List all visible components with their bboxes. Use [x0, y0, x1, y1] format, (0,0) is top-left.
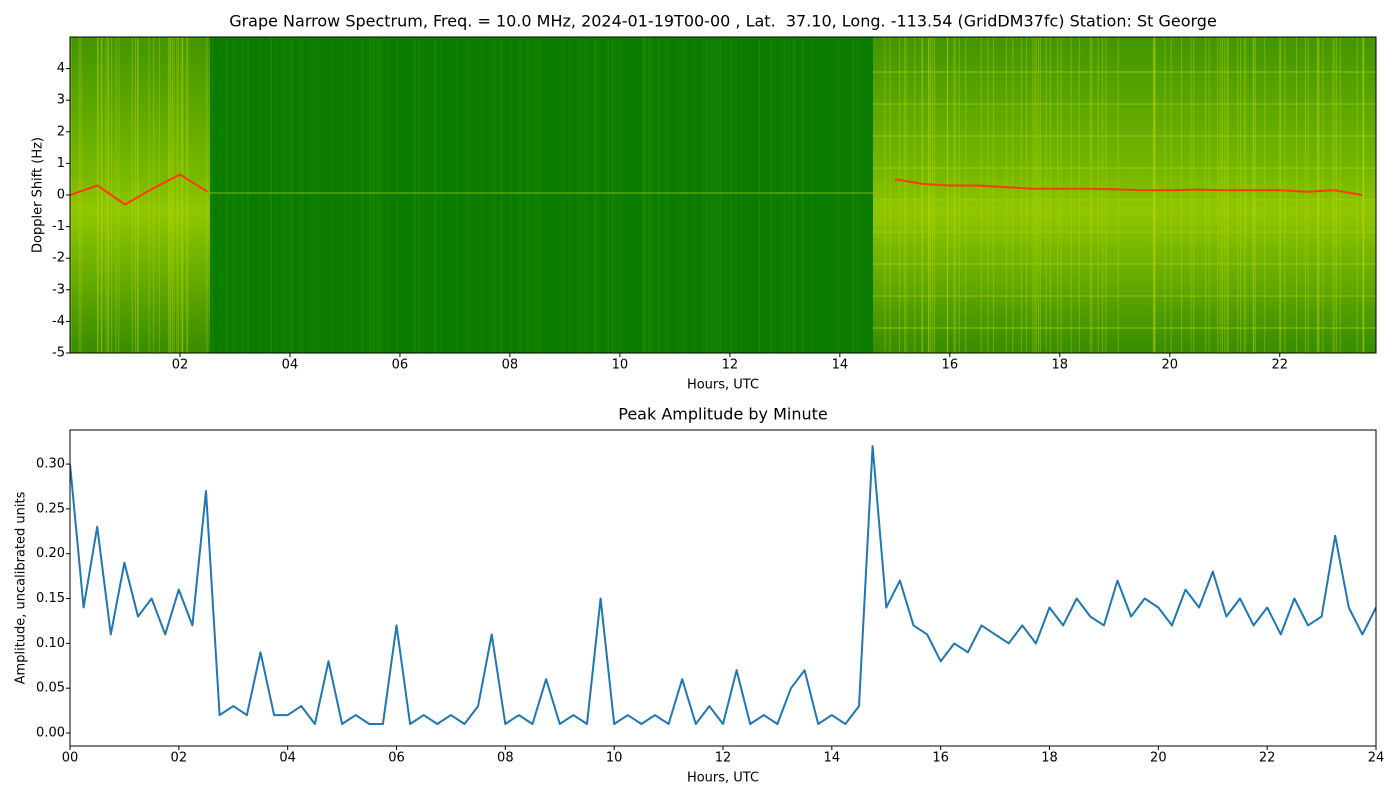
x-tick-label: 06 — [388, 751, 405, 766]
x-tick-label: 02 — [171, 751, 188, 766]
y-tick-label: -4 — [52, 314, 65, 329]
x-tick-label: 04 — [279, 751, 296, 766]
x-tick-label: 18 — [1041, 751, 1058, 766]
x-tick-label: 02 — [172, 358, 189, 373]
y-tick-label: 0.00 — [36, 726, 65, 741]
x-tick-label: 00 — [62, 751, 79, 766]
y-tick-label: 0.30 — [36, 457, 65, 472]
y-tick-label: 0.25 — [36, 501, 65, 516]
x-axis-label: Hours, UTC — [687, 378, 759, 393]
x-tick-label: 16 — [932, 751, 949, 766]
plot-area — [70, 37, 1376, 353]
axes-frame — [69, 429, 1377, 747]
y-axis-label: Amplitude, uncalibrated units — [14, 491, 29, 684]
y-tick-label: 4 — [57, 61, 65, 76]
x-tick-label: 14 — [824, 751, 841, 766]
x-axis-label: Hours, UTC — [687, 771, 759, 786]
y-tick-label: 2 — [57, 124, 65, 139]
y-tick-label: 1 — [57, 156, 65, 171]
data-line — [70, 173, 1363, 206]
chart-title: Peak Amplitude by Minute — [618, 405, 828, 424]
x-tick-label: 12 — [722, 358, 739, 373]
x-tick-label: 22 — [1271, 358, 1288, 373]
y-tick-label: 0.05 — [36, 681, 65, 696]
chart-title: Grape Narrow Spectrum, Freq. = 10.0 MHz,… — [229, 12, 1217, 31]
x-tick-label: 20 — [1150, 751, 1167, 766]
y-axis-label: Doppler Shift (Hz) — [31, 137, 46, 253]
plot-area — [70, 445, 1376, 725]
x-tick-label: 06 — [392, 358, 409, 373]
spectrogram-noise-band — [873, 37, 1376, 353]
x-tick-label: 20 — [1162, 358, 1179, 373]
y-tick-label: -3 — [52, 282, 65, 297]
y-tick-label: -2 — [52, 251, 65, 266]
x-tick-label: 10 — [606, 751, 623, 766]
data-line — [70, 445, 1376, 725]
y-tick-label: 0 — [57, 188, 65, 203]
x-tick-label: 04 — [282, 358, 299, 373]
x-tick-label: 22 — [1259, 751, 1276, 766]
y-tick-label: 0.10 — [36, 636, 65, 651]
x-tick-label: 08 — [497, 751, 514, 766]
y-tick-label: -5 — [52, 346, 65, 361]
y-tick-label: -1 — [52, 219, 65, 234]
x-tick-label: 24 — [1368, 751, 1385, 766]
x-tick-label: 10 — [612, 358, 629, 373]
x-tick-label: 14 — [832, 358, 849, 373]
x-tick-label: 12 — [715, 751, 732, 766]
x-tick-label: 18 — [1052, 358, 1069, 373]
y-tick-label: 0.20 — [36, 546, 65, 561]
y-tick-label: 3 — [57, 93, 65, 108]
x-tick-label: 08 — [502, 358, 519, 373]
x-tick-label: 16 — [942, 358, 959, 373]
y-tick-label: 0.15 — [36, 591, 65, 606]
